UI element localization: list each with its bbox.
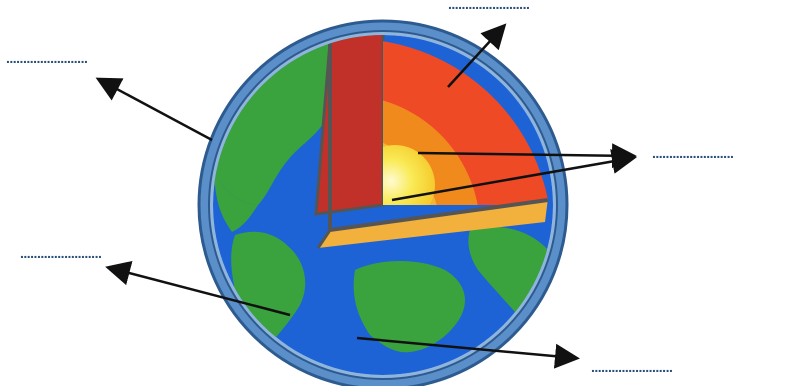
arrow-to-top-label xyxy=(447,23,507,88)
globe-surface xyxy=(213,35,553,375)
blank-right[interactable]: ........................ xyxy=(652,145,734,161)
blank-bottom-right[interactable]: ........................ xyxy=(591,359,673,375)
arrow-mantle-to-right-label xyxy=(417,143,637,169)
arrow-core-to-right-label xyxy=(391,149,637,202)
blank-left-upper[interactable]: ........................ xyxy=(6,50,88,66)
inner-core xyxy=(383,145,435,205)
arrow-to-left-upper-label xyxy=(95,77,213,142)
blank-left-lower[interactable]: ........................ xyxy=(20,245,102,261)
arrow-to-bottom-right-label xyxy=(356,336,580,369)
landmass-africa xyxy=(353,261,465,353)
arrow-to-left-lower-label xyxy=(105,260,291,317)
blank-top[interactable]: ........................ xyxy=(448,0,530,12)
cut-floor xyxy=(318,198,548,248)
